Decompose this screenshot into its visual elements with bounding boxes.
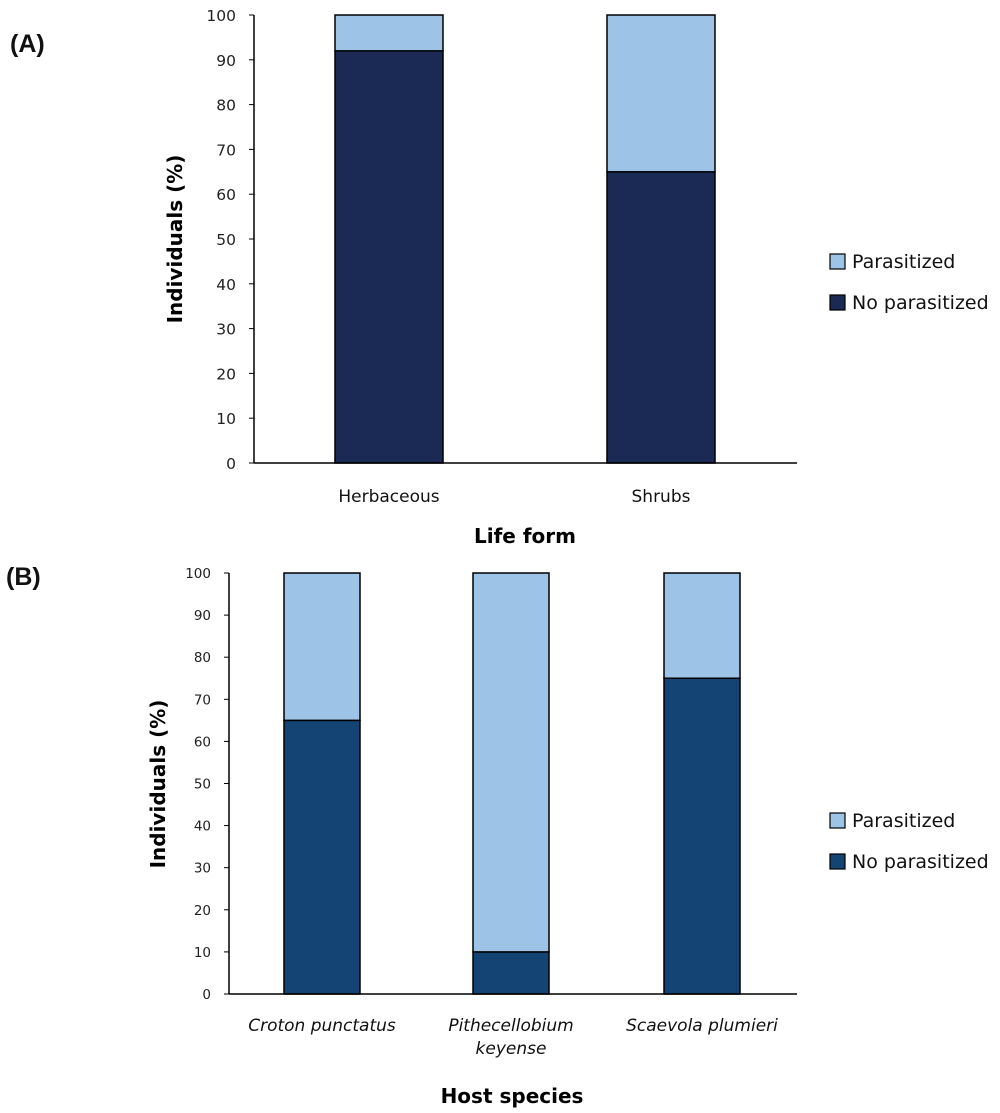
y-tick-label: 20: [194, 903, 211, 919]
legend-label: No parasitized: [852, 292, 989, 314]
y-tick-label: 100: [185, 566, 211, 582]
bar-parasitized: [334, 14, 444, 52]
y-tick-label: 70: [194, 692, 211, 708]
x-axis-title: Host species: [441, 1084, 584, 1108]
y-tick-label: 50: [194, 777, 211, 793]
bar-parasitized: [663, 572, 741, 679]
legend-swatch: [829, 853, 846, 870]
bar-parasitized: [606, 14, 716, 173]
y-tick-label: 40: [216, 276, 236, 294]
x-category-label: Scaevola plumieri: [626, 1016, 778, 1036]
y-axis-title: Individuals (%): [163, 155, 187, 324]
y-tick-label: 30: [216, 321, 236, 339]
y-axis-title: Individuals (%): [146, 700, 170, 869]
panel-b-chart: (B) 0 10 20 30 40 50 60 70 80 90 100 Croton punctatu…: [6, 563, 989, 1108]
legend-swatch: [829, 294, 846, 311]
bar-no-parasitized: [663, 677, 741, 995]
legend-label: No parasitized: [852, 851, 989, 873]
panel-a-chart: (A) 0 10 20 30 40 50 60 70 80 90 100 Herbaceous Shrub…: [10, 7, 989, 548]
y-tick-label: 90: [194, 608, 211, 624]
bar-parasitized: [283, 572, 361, 722]
bar-no-parasitized: [472, 951, 550, 995]
panel-label: (A): [10, 30, 45, 58]
y-tick-label: 20: [216, 365, 236, 383]
y-tick-label: 0: [226, 455, 236, 473]
y-tick-label: 100: [206, 7, 236, 25]
y-tick-label: 30: [194, 861, 211, 877]
bar-no-parasitized: [606, 171, 716, 464]
y-tick-label: 60: [216, 186, 236, 204]
x-category-label: Pithecellobium: [448, 1016, 573, 1036]
panel-label: (B): [6, 563, 41, 591]
y-tick-label: 50: [216, 231, 236, 249]
bar-parasitized: [472, 572, 550, 953]
y-tick-label: 60: [194, 734, 211, 750]
x-category-label: Croton punctatus: [248, 1016, 396, 1036]
legend-label: Parasitized: [852, 251, 955, 273]
x-category-label: keyense: [476, 1039, 547, 1059]
x-axis-title: Life form: [474, 524, 576, 548]
y-tick-label: 10: [216, 410, 236, 428]
y-tick-label: 0: [202, 987, 211, 1003]
y-tick-label: 80: [216, 97, 236, 115]
bar-no-parasitized: [283, 719, 361, 995]
legend-label: Parasitized: [852, 810, 955, 832]
y-tick-label: 40: [194, 819, 211, 835]
bar-no-parasitized: [334, 50, 444, 464]
legend-swatch: [829, 253, 846, 270]
x-category-label: Shrubs: [632, 487, 691, 507]
y-tick-label: 70: [216, 141, 236, 159]
y-tick-label: 80: [194, 650, 211, 666]
legend-swatch: [829, 812, 846, 829]
y-tick-label: 90: [216, 52, 236, 70]
x-category-label: Herbaceous: [338, 487, 439, 507]
y-tick-label: 10: [194, 945, 211, 961]
